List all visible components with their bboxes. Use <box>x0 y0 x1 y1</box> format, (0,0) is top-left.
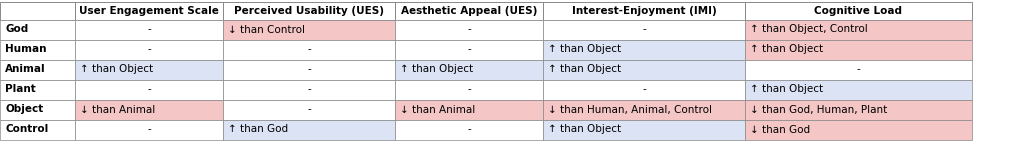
Bar <box>395 39 543 60</box>
Text: ↑ than Object: ↑ than Object <box>548 125 622 135</box>
Bar <box>75 80 223 100</box>
Text: -: - <box>147 25 151 35</box>
Bar <box>745 60 972 80</box>
Text: -: - <box>147 125 151 135</box>
Text: -: - <box>307 45 311 55</box>
Bar <box>0 2 75 19</box>
Bar <box>75 100 223 120</box>
Bar <box>223 2 395 19</box>
Bar <box>395 60 543 80</box>
Text: ↑ than Object: ↑ than Object <box>80 64 154 74</box>
Bar <box>395 19 543 39</box>
Text: -: - <box>642 84 646 94</box>
Bar <box>0 60 75 80</box>
Bar <box>745 19 972 39</box>
Text: ↑ than Object: ↑ than Object <box>400 64 473 74</box>
Text: Human: Human <box>5 45 47 55</box>
Text: -: - <box>857 64 860 74</box>
Bar <box>543 80 745 100</box>
Bar <box>745 39 972 60</box>
Text: ↑ than Object: ↑ than Object <box>751 84 823 94</box>
Text: ↑ than God: ↑ than God <box>228 125 288 135</box>
Bar <box>543 100 745 120</box>
Bar <box>745 120 972 139</box>
Text: ↓ than Human, Animal, Control: ↓ than Human, Animal, Control <box>548 104 712 114</box>
Text: ↓ than Animal: ↓ than Animal <box>80 104 156 114</box>
Text: Control: Control <box>5 125 48 135</box>
Bar <box>395 120 543 139</box>
Bar <box>543 60 745 80</box>
Bar <box>223 19 395 39</box>
Text: ↓ than God, Human, Plant: ↓ than God, Human, Plant <box>751 104 888 114</box>
Text: -: - <box>307 64 311 74</box>
Text: -: - <box>467 25 471 35</box>
Bar <box>395 80 543 100</box>
Bar <box>745 80 972 100</box>
Text: Cognitive Load: Cognitive Load <box>814 5 902 16</box>
Text: -: - <box>642 25 646 35</box>
Bar <box>745 100 972 120</box>
Bar <box>223 39 395 60</box>
Text: ↑ than Object: ↑ than Object <box>548 64 622 74</box>
Text: Perceived Usability (UES): Perceived Usability (UES) <box>234 5 384 16</box>
Text: Object: Object <box>5 104 43 114</box>
Bar <box>543 19 745 39</box>
Bar <box>543 120 745 139</box>
Text: Animal: Animal <box>5 64 46 74</box>
Text: -: - <box>307 104 311 114</box>
Text: ↑ than Object: ↑ than Object <box>548 45 622 55</box>
Bar <box>223 80 395 100</box>
Text: God: God <box>5 25 29 35</box>
Text: ↑ than Object: ↑ than Object <box>751 45 823 55</box>
Bar <box>223 100 395 120</box>
Bar <box>75 39 223 60</box>
Bar <box>395 2 543 19</box>
Bar <box>0 100 75 120</box>
Bar <box>395 100 543 120</box>
Bar <box>543 39 745 60</box>
Bar <box>0 120 75 139</box>
Bar <box>75 19 223 39</box>
Text: Interest-Enjoyment (IMI): Interest-Enjoyment (IMI) <box>571 5 717 16</box>
Text: -: - <box>147 84 151 94</box>
Text: ↑ than Object, Control: ↑ than Object, Control <box>751 25 868 35</box>
Text: ↓ than Control: ↓ than Control <box>228 25 305 35</box>
Text: Plant: Plant <box>5 84 36 94</box>
Text: -: - <box>147 45 151 55</box>
Bar <box>75 120 223 139</box>
Text: -: - <box>307 84 311 94</box>
Bar <box>75 60 223 80</box>
Text: -: - <box>467 45 471 55</box>
Text: -: - <box>467 125 471 135</box>
Text: User Engagement Scale: User Engagement Scale <box>79 5 219 16</box>
Text: ↓ than God: ↓ than God <box>751 125 810 135</box>
Bar <box>0 80 75 100</box>
Bar <box>0 19 75 39</box>
Bar <box>543 2 745 19</box>
Text: -: - <box>467 84 471 94</box>
Bar <box>0 39 75 60</box>
Bar <box>223 60 395 80</box>
Bar <box>223 120 395 139</box>
Bar <box>75 2 223 19</box>
Text: ↓ than Animal: ↓ than Animal <box>400 104 475 114</box>
Bar <box>745 2 972 19</box>
Text: Aesthetic Appeal (UES): Aesthetic Appeal (UES) <box>400 5 538 16</box>
